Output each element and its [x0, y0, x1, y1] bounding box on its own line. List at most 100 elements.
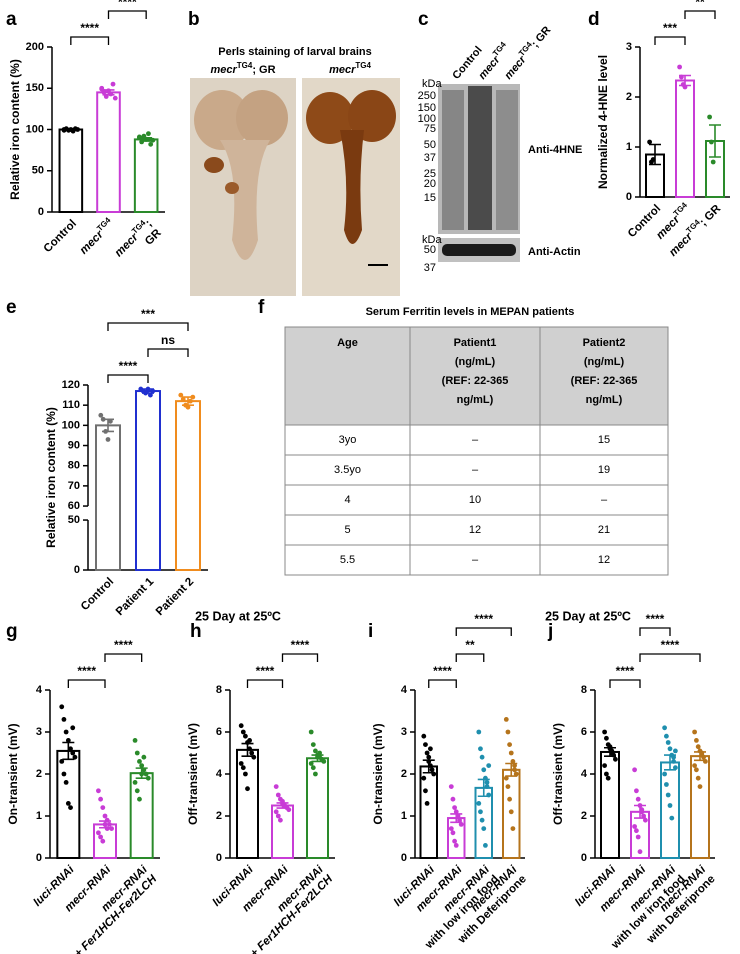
y-tick-label: 4	[216, 768, 223, 780]
table-cell: 3yo	[339, 434, 357, 446]
bar	[690, 755, 710, 860]
y-tick-label: 2	[626, 91, 632, 103]
data-point	[476, 801, 482, 806]
brain-lobe	[348, 90, 396, 142]
image-label: mecrTG4	[329, 61, 371, 76]
marker-label: 250	[418, 90, 436, 102]
data-point	[96, 830, 101, 836]
y-tick-label: 3	[36, 726, 42, 738]
text-line: mecrTG4	[75, 215, 117, 257]
table-cell: 12	[469, 524, 481, 536]
data-point	[613, 756, 618, 762]
panel-letter: f	[258, 297, 265, 318]
y-tick-label: 150	[26, 82, 44, 94]
data-point	[637, 849, 643, 855]
y-tick-label: 0	[626, 191, 632, 203]
table-cell: 12	[598, 554, 610, 566]
table-row	[284, 544, 669, 576]
data-point	[695, 744, 701, 750]
image-label: mecrTG4; GR	[210, 61, 275, 76]
data-point	[503, 717, 509, 722]
significance-label: ****	[661, 638, 680, 652]
significance-bracket	[654, 36, 686, 45]
significance-label: ****	[77, 664, 96, 678]
error-bar	[691, 751, 709, 762]
data-point	[647, 139, 652, 145]
data-point	[421, 733, 427, 739]
y-tick-label: 8	[216, 684, 222, 696]
data-point	[697, 784, 703, 789]
significance-bracket	[639, 627, 671, 636]
data-point	[634, 788, 639, 794]
lane-label: mecrTG4; GR	[500, 22, 554, 82]
data-point	[72, 754, 78, 760]
significance-label: ****	[474, 612, 493, 626]
marker-label: 50	[424, 139, 436, 151]
data-point	[479, 754, 485, 760]
data-point	[321, 759, 327, 764]
data-point	[478, 809, 483, 815]
data-point	[317, 750, 322, 756]
bar	[675, 79, 695, 198]
error-bar	[96, 820, 114, 829]
data-point	[632, 767, 637, 773]
significance-bracket	[639, 653, 701, 662]
data-point	[478, 746, 483, 752]
data-point	[59, 759, 65, 764]
data-point	[100, 805, 106, 810]
data-point	[476, 729, 482, 735]
marker-label: 150	[418, 102, 436, 114]
significance-bracket	[246, 679, 284, 688]
error-bar	[238, 742, 257, 757]
table-header: (REF: 22-365	[442, 375, 509, 387]
table-cell: –	[472, 554, 479, 566]
data-point	[102, 813, 108, 819]
data-point	[457, 817, 462, 823]
marker-label: 15	[424, 192, 436, 204]
data-point	[98, 834, 103, 840]
text-run: GR	[143, 227, 164, 248]
significance-bracket	[428, 679, 457, 688]
text-run: mecr	[502, 53, 529, 81]
data-point	[98, 796, 103, 802]
table-row	[284, 484, 669, 516]
error-bar	[137, 136, 156, 142]
data-point	[148, 141, 154, 147]
y-tick-label: 6	[216, 726, 222, 738]
panel-letter: d	[588, 9, 600, 30]
lane	[442, 90, 464, 230]
data-point	[634, 828, 639, 834]
y-tick-label: 4	[581, 768, 588, 780]
y-tick-label: 0	[74, 564, 80, 576]
panel-letter: e	[6, 297, 17, 318]
y-axis-label: Normalized 4-HNE level	[596, 55, 610, 189]
text-line: Control	[42, 218, 79, 255]
significance-bracket	[455, 627, 512, 636]
table-row	[284, 514, 669, 546]
lane	[496, 90, 518, 230]
data-point	[604, 735, 609, 741]
x-tick-label: Patient 2	[154, 576, 196, 618]
data-point	[692, 729, 697, 735]
data-point	[70, 750, 76, 756]
data-point	[508, 809, 514, 815]
y-tick-label: 80	[68, 460, 80, 472]
data-point	[673, 748, 678, 754]
significance-label: ***	[141, 307, 155, 321]
y-tick-label: 0	[36, 852, 42, 864]
text-line: Patient 1	[114, 575, 157, 618]
bar	[95, 424, 121, 571]
x-tick-label: Patient 1	[114, 575, 157, 618]
significance-label: ****	[433, 664, 452, 678]
data-point	[641, 813, 646, 819]
text-run: mecr	[210, 64, 237, 76]
data-point	[185, 404, 191, 410]
data-point	[602, 729, 607, 735]
significance-label: ****	[256, 664, 275, 678]
data-point	[483, 843, 488, 848]
data-point	[134, 750, 140, 756]
error-bar	[61, 127, 80, 132]
data-point	[278, 817, 283, 823]
y-tick-label: 100	[62, 419, 80, 431]
text-line: mecrTG4; GR	[210, 61, 275, 76]
